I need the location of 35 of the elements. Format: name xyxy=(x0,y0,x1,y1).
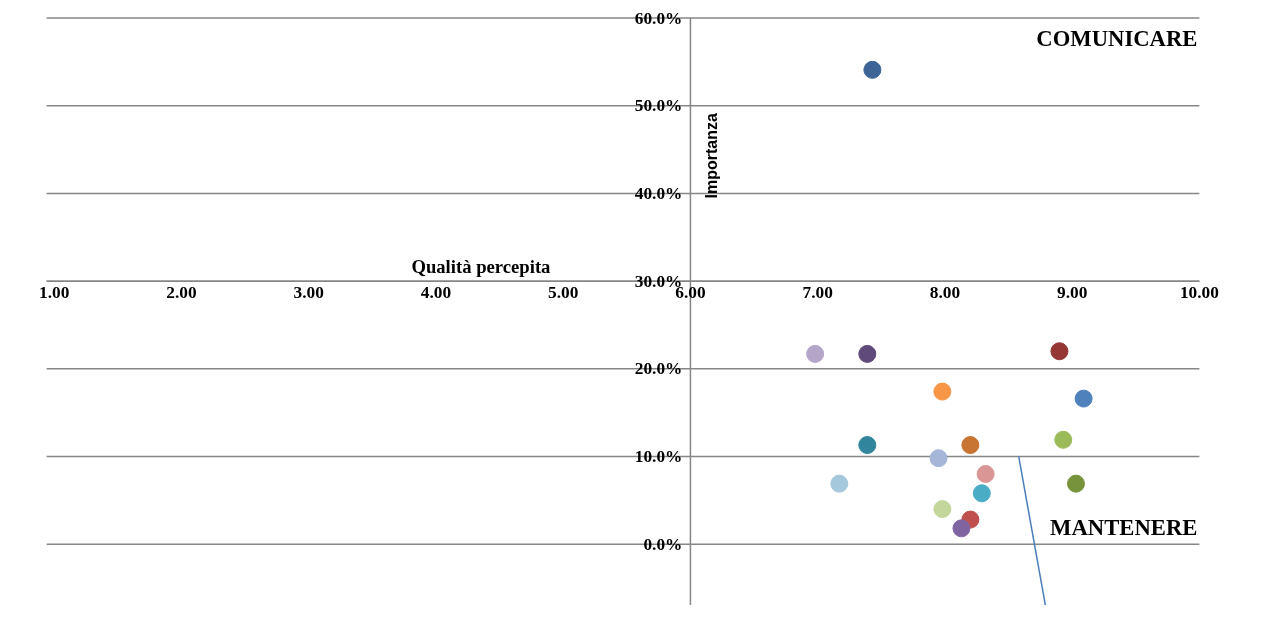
x-tick-label: 7.00 xyxy=(802,283,833,303)
y-tick-label: 10.0% xyxy=(634,446,683,466)
point xyxy=(1074,389,1093,408)
point xyxy=(1050,342,1069,361)
y-tick-label: 20.0% xyxy=(634,359,683,379)
x-tick-label: 1.00 xyxy=(39,283,70,303)
point xyxy=(952,519,971,538)
y-tick-label: 40.0% xyxy=(634,183,683,203)
y-tick-label: 50.0% xyxy=(634,96,683,116)
annotation: MANTENERE xyxy=(1050,515,1198,541)
x-axis-title: Qualità percepita xyxy=(411,256,552,278)
point xyxy=(1054,430,1073,449)
point xyxy=(976,465,995,483)
y-tick-label: 60.0% xyxy=(634,8,683,28)
annotation: COMUNICARE xyxy=(1036,26,1198,52)
x-tick-label: 10.00 xyxy=(1179,283,1219,303)
point xyxy=(863,60,882,79)
x-tick-label: 4.00 xyxy=(420,283,452,303)
point xyxy=(806,344,825,363)
point xyxy=(929,449,948,468)
point xyxy=(933,500,952,519)
point xyxy=(961,436,980,455)
x-tick-label: 5.00 xyxy=(548,283,579,303)
point xyxy=(933,382,952,401)
x-tick-label: 9.00 xyxy=(1056,283,1088,303)
y-tick-label: 0.0% xyxy=(643,534,683,554)
point xyxy=(1066,474,1085,493)
x-tick-label: 3.00 xyxy=(293,283,324,303)
x-tick-label: 8.00 xyxy=(929,283,961,303)
point xyxy=(830,474,849,493)
point xyxy=(858,344,877,363)
point xyxy=(972,484,991,503)
point xyxy=(858,436,877,455)
y-axis-title: Importanza xyxy=(703,113,721,199)
x-tick-label: 2.00 xyxy=(166,283,197,303)
